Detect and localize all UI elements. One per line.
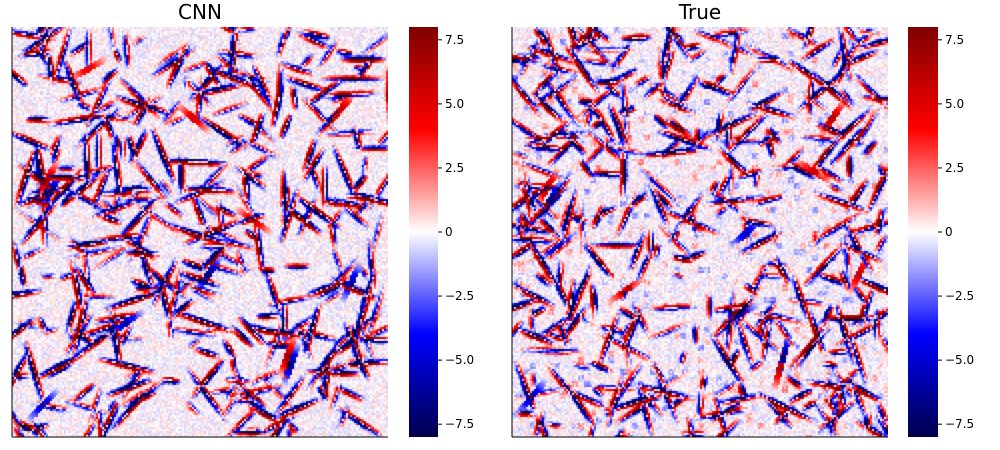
colorbar-tick-label: 2.5 — [945, 161, 964, 175]
panel-true: True −7.5 −5.0 −2.5 0 2.5 5.0 7.5 — [511, 0, 974, 438]
colorbar-tick-label: −7.5 — [945, 417, 974, 431]
chart-title: True — [678, 0, 721, 24]
colorbar-tick-label: 0 — [945, 225, 953, 239]
colorbar-tick-label: 5.0 — [945, 97, 964, 111]
colorbar-gradient — [409, 27, 438, 437]
colorbar-ticks: −7.5 −5.0 −2.5 0 2.5 5.0 7.5 — [438, 33, 474, 431]
colorbar — [409, 27, 438, 437]
colorbar-gradient — [908, 27, 938, 437]
colorbar-tick-label: −5.0 — [445, 353, 474, 367]
colorbar-tick-label: −7.5 — [445, 417, 474, 431]
colorbar-ticks: −7.5 −5.0 −2.5 0 2.5 5.0 7.5 — [938, 33, 974, 431]
colorbar-tick-label: 2.5 — [445, 161, 464, 175]
heatmap-area — [12, 27, 388, 437]
colorbar-tick-label: −2.5 — [445, 289, 474, 303]
colorbar-tick-label: 0 — [445, 225, 453, 239]
colorbar-tick-label: −2.5 — [945, 289, 974, 303]
heatmap-canvas — [12, 27, 388, 437]
colorbar — [908, 27, 938, 437]
chart-title: CNN — [178, 0, 222, 24]
heatmap-area — [512, 27, 888, 437]
colorbar-tick-label: 7.5 — [445, 33, 464, 47]
panel-cnn: CNN −7.5 −5.0 −2.5 0 2.5 5.0 7.5 — [11, 0, 474, 438]
colorbar-tick-label: 5.0 — [445, 97, 464, 111]
heatmap-canvas — [512, 27, 888, 437]
colorbar-tick-label: 7.5 — [945, 33, 964, 47]
colorbar-tick-label: −5.0 — [945, 353, 974, 367]
